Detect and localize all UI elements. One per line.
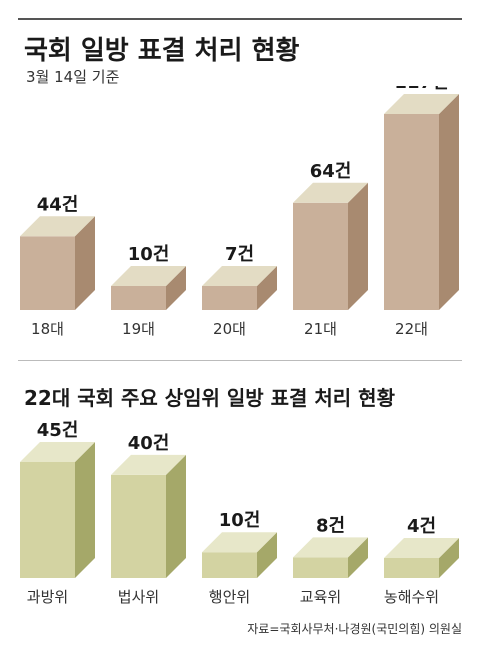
bar-3: [202, 266, 277, 310]
bar-value-label: 8건: [316, 515, 345, 536]
category-label: 과방위: [27, 588, 68, 606]
bar-front: [384, 558, 439, 578]
bar-value-label: 4건: [407, 516, 436, 537]
chart1-subtitle: 3월 14일 기준: [26, 68, 120, 86]
bar-top: [202, 266, 277, 286]
bar-top: [20, 216, 95, 237]
bar-front: [111, 286, 166, 310]
bar-3: [202, 532, 277, 578]
bar-side: [348, 182, 368, 310]
bar-value-label: 64건: [310, 161, 352, 182]
category-label: 18대: [31, 320, 64, 338]
category-label: 19대: [122, 320, 155, 338]
bar-side: [439, 538, 459, 578]
category-label: 20대: [213, 320, 246, 338]
bar-front: [20, 236, 75, 310]
category-label: 22대: [395, 320, 428, 338]
category-label: 농해수위: [384, 588, 439, 606]
bar-front: [202, 286, 257, 310]
bar-front: [293, 202, 348, 310]
bar-value-label: 7건: [225, 244, 254, 265]
section-divider: [18, 360, 462, 361]
bar-side: [75, 216, 95, 310]
bar-5: [384, 538, 459, 578]
bar-top: [293, 182, 368, 203]
chart1-title: 국회 일방 표결 처리 현황: [24, 36, 300, 66]
bar-value-label: 10건: [128, 244, 170, 265]
bar-1: [20, 216, 95, 310]
bar-top: [20, 442, 95, 462]
bar-side: [75, 442, 95, 578]
bar-2: [111, 454, 186, 578]
bar-1: [20, 442, 95, 578]
chart2-title: 22대 국회 주요 상임위 일방 표결 처리 현황: [24, 386, 395, 410]
bar-value-label: 10건: [219, 510, 261, 531]
bar-side: [348, 537, 368, 578]
bar-top: [111, 266, 186, 286]
category-label: 행안위: [209, 588, 250, 606]
bar-value-label: 45건: [37, 420, 79, 441]
bar-top: [384, 94, 459, 114]
bar-front: [20, 462, 75, 578]
bar-front: [111, 474, 166, 578]
bar-value-label: 117건: [394, 86, 448, 93]
bar-side: [257, 532, 277, 578]
bar-side: [166, 454, 186, 578]
category-label: 21대: [304, 320, 337, 338]
bar-4: [293, 537, 368, 578]
bar-front: [384, 114, 439, 310]
chart1-bars: 44건 18대 10건 19대 7건 20대 64건 21대 117건 22대: [20, 86, 459, 338]
bar-top: [293, 537, 368, 558]
bar-top: [384, 538, 459, 558]
category-label: 교육위: [300, 588, 341, 606]
bar-top: [111, 454, 186, 475]
bar-top: [202, 532, 277, 553]
top-rule: [18, 18, 462, 20]
bar-value-label: 44건: [37, 194, 79, 215]
bar-side: [166, 266, 186, 310]
bar-5: [384, 94, 459, 310]
bar-front: [293, 557, 348, 578]
bar-value-label: 40건: [128, 433, 170, 454]
bar-front: [202, 552, 257, 578]
source-note: 자료=국회사무처·나경원(국민의힘) 의원실: [247, 622, 462, 636]
bar-side: [257, 266, 277, 310]
bar-4: [293, 182, 368, 310]
bar-2: [111, 266, 186, 310]
bar-side: [439, 94, 459, 310]
category-label: 법사위: [118, 588, 159, 606]
